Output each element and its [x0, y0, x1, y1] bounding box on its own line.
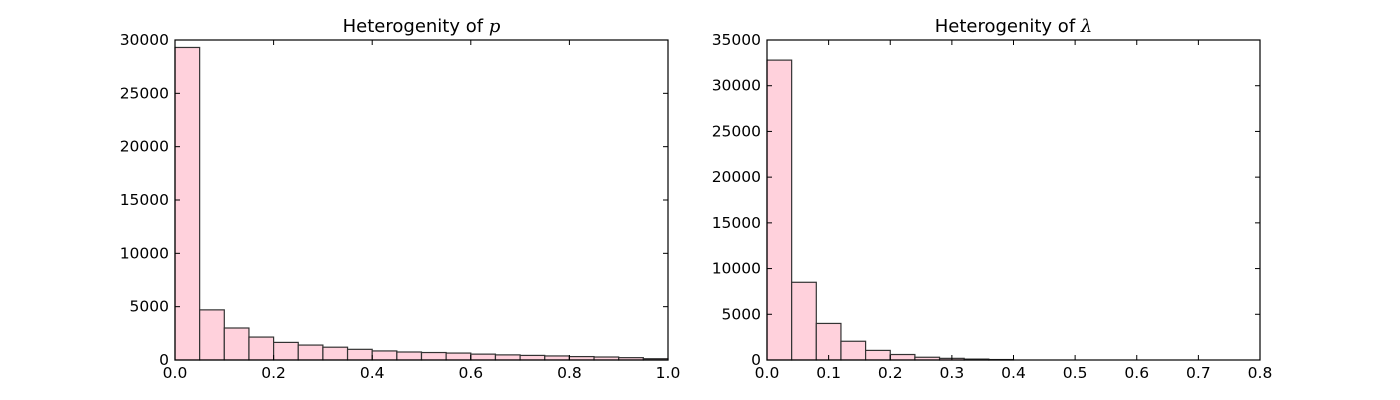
panel-p-histogram: 0.0 0.2 0.4 0.6 0.8 1.0 0 5000 10000 15000 20000 25… [120, 16, 681, 382]
histogram-bar [840, 340, 867, 361]
chart-title-symbol: p [489, 16, 501, 37]
histogram-bar [494, 354, 521, 361]
x-tick-label: 0.0 [163, 364, 188, 382]
histogram-bar [766, 59, 793, 361]
histogram-bar [371, 350, 398, 361]
chart-title: Heterogenity of p [343, 16, 501, 37]
histogram-bar [470, 353, 497, 361]
histogram-bar [420, 351, 447, 361]
x-tick-label: 0.5 [1063, 364, 1088, 382]
y-tick-label: 5000 [722, 305, 761, 323]
axes-frame [766, 39, 1261, 361]
y-tick-label: 25000 [120, 84, 169, 102]
x-tick-label: 0.7 [1186, 364, 1211, 382]
chart-title-text: Heterogenity of [343, 16, 489, 37]
y-tick-label: 5000 [130, 298, 169, 316]
x-tick-label: 0.0 [755, 364, 780, 382]
histogram-bar [199, 309, 225, 361]
histogram-bar [396, 351, 423, 361]
panel-lambda-histogram: 0.0 0.1 0.2 0.3 0.4 0.5 0.6 0.7 0.8 0 5000 10000 150… [712, 16, 1273, 382]
y-tick-label: 25000 [712, 122, 761, 140]
x-tick-label: 0.2 [261, 364, 286, 382]
y-tick-label: 0 [159, 351, 169, 369]
y-tick-label: 30000 [712, 77, 761, 95]
x-tick-label: 0.4 [1001, 364, 1026, 382]
y-tick-label: 20000 [120, 138, 169, 156]
axes-frame [174, 39, 669, 361]
histogram-bar [445, 352, 472, 361]
histogram-bar [791, 281, 817, 361]
histogram-bar [273, 341, 299, 361]
x-tick-label: 0.3 [940, 364, 965, 382]
y-tick-label: 0 [751, 351, 761, 369]
histogram-bar [889, 353, 916, 361]
y-tick-label: 10000 [120, 244, 169, 262]
x-tick-label: 0.8 [557, 364, 582, 382]
y-tick-label: 20000 [712, 168, 761, 186]
y-tick-label: 15000 [120, 191, 169, 209]
histogram-bar [864, 349, 891, 361]
histogram-bar [322, 346, 349, 361]
histogram-bar [544, 355, 570, 361]
y-tick-label: 30000 [120, 31, 169, 49]
histogram-bar [346, 348, 373, 361]
y-tick-label: 35000 [712, 31, 761, 49]
x-tick-label: 0.2 [878, 364, 903, 382]
x-tick-label: 0.1 [816, 364, 841, 382]
y-tick-label: 10000 [712, 260, 761, 278]
chart-title-text: Heterogenity of [935, 16, 1081, 37]
x-tick-label: 1.0 [656, 364, 681, 382]
histogram-bar [815, 322, 842, 361]
y-tick-label: 15000 [712, 214, 761, 232]
histogram-bar [223, 327, 250, 361]
histogram-bar [519, 354, 546, 361]
histogram-bar [297, 344, 324, 361]
x-tick-label: 0.6 [458, 364, 483, 382]
x-tick-label: 0.6 [1124, 364, 1149, 382]
x-tick-label: 0.4 [360, 364, 385, 382]
x-tick-label: 0.8 [1248, 364, 1273, 382]
chart-title: Heterogenity of λ [935, 16, 1093, 37]
chart-title-symbol: λ [1080, 16, 1092, 37]
histogram-bar [174, 46, 201, 361]
histogram-bar [248, 336, 275, 361]
